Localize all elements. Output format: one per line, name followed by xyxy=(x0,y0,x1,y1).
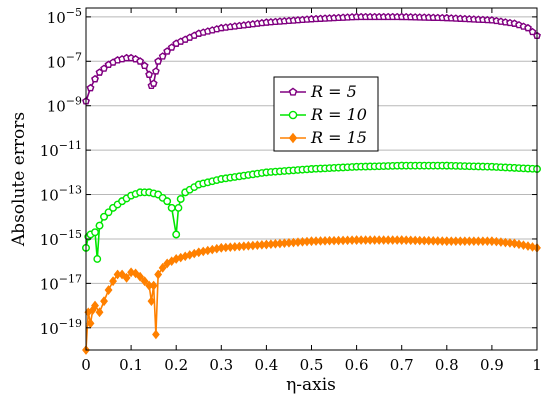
series-1 xyxy=(82,12,541,105)
series-2 xyxy=(82,161,541,263)
x-tick-label: 0 xyxy=(81,356,91,374)
data-point xyxy=(104,285,113,295)
y-axis-title: Absolute errors xyxy=(9,112,29,247)
y-tick-label: 10−19 xyxy=(40,317,82,338)
data-point xyxy=(118,269,126,280)
y-tick-label: 10−11 xyxy=(40,139,82,160)
data-point xyxy=(86,83,95,92)
data-point xyxy=(100,212,108,221)
series-3 xyxy=(82,235,541,355)
legend: R = 5 R = 10 R = 15 xyxy=(273,76,379,152)
data-point xyxy=(140,61,149,70)
data-point xyxy=(510,238,519,249)
data-point xyxy=(122,273,131,283)
legend-label: R = 10 xyxy=(310,105,367,124)
y-tick-label: 10−9 xyxy=(47,95,82,116)
data-point xyxy=(136,57,144,65)
data-point xyxy=(91,74,99,83)
x-tick-label: 0.7 xyxy=(390,356,414,374)
data-point xyxy=(158,52,167,60)
data-point xyxy=(104,208,113,217)
data-point xyxy=(172,230,181,239)
data-point xyxy=(140,276,149,286)
data-point xyxy=(288,87,298,96)
series-layer xyxy=(82,12,541,355)
data-point xyxy=(524,23,532,32)
data-point xyxy=(100,296,108,306)
data-point xyxy=(95,221,104,230)
legend-label: R = 5 xyxy=(310,82,357,101)
legend-item: R = 10 xyxy=(280,105,367,124)
data-point xyxy=(149,79,158,87)
x-tick-label: 0.2 xyxy=(164,356,188,374)
data-point xyxy=(524,241,532,251)
data-point xyxy=(163,197,172,206)
data-point xyxy=(288,132,298,144)
x-tick-label: 0.4 xyxy=(254,356,278,374)
legend-item: R = 15 xyxy=(280,128,367,147)
data-point xyxy=(519,240,528,250)
legend-item: R = 5 xyxy=(280,82,357,101)
x-tick-label: 0.9 xyxy=(480,356,504,374)
data-point xyxy=(152,67,160,75)
data-point xyxy=(154,57,163,65)
y-tick-label: 10−13 xyxy=(40,184,82,205)
y-tick-label: 10−17 xyxy=(40,272,82,293)
data-point xyxy=(152,329,160,340)
data-point xyxy=(288,110,298,120)
data-point xyxy=(131,268,140,279)
x-axis: 0 0.1 0.2 0.3 0.4 0.5 0.6 0.7 0.8 0.9 1 xyxy=(81,8,542,374)
data-point xyxy=(147,296,156,306)
data-point xyxy=(167,203,176,212)
data-point xyxy=(158,263,167,273)
data-point xyxy=(93,255,102,263)
x-tick-label: 0.1 xyxy=(119,356,143,374)
data-point xyxy=(174,203,183,212)
y-tick-label: 10−5 xyxy=(47,6,82,27)
x-tick-label: 1 xyxy=(532,356,542,374)
x-tick-label: 0.6 xyxy=(345,356,369,374)
data-point xyxy=(91,300,99,311)
y-tick-label: 10−15 xyxy=(40,228,82,249)
x-tick-label: 0.5 xyxy=(300,356,324,374)
data-point xyxy=(109,276,117,286)
data-point xyxy=(136,271,144,282)
data-point xyxy=(154,269,163,280)
legend-label: R = 15 xyxy=(310,128,367,147)
data-point xyxy=(528,27,537,36)
x-tick-label: 0.3 xyxy=(209,356,233,374)
x-tick-label: 0.8 xyxy=(435,356,459,374)
data-point xyxy=(145,70,154,78)
y-axis: 10−5 10−7 10−9 10−11 10−13 10−15 10−17 10−19 xyxy=(40,6,537,338)
x-axis-title: η-axis xyxy=(286,375,336,395)
y-tick-label: 10−7 xyxy=(47,50,82,71)
data-point xyxy=(95,307,104,318)
data-point xyxy=(91,228,99,237)
data-point xyxy=(176,195,185,203)
data-point xyxy=(149,280,158,291)
